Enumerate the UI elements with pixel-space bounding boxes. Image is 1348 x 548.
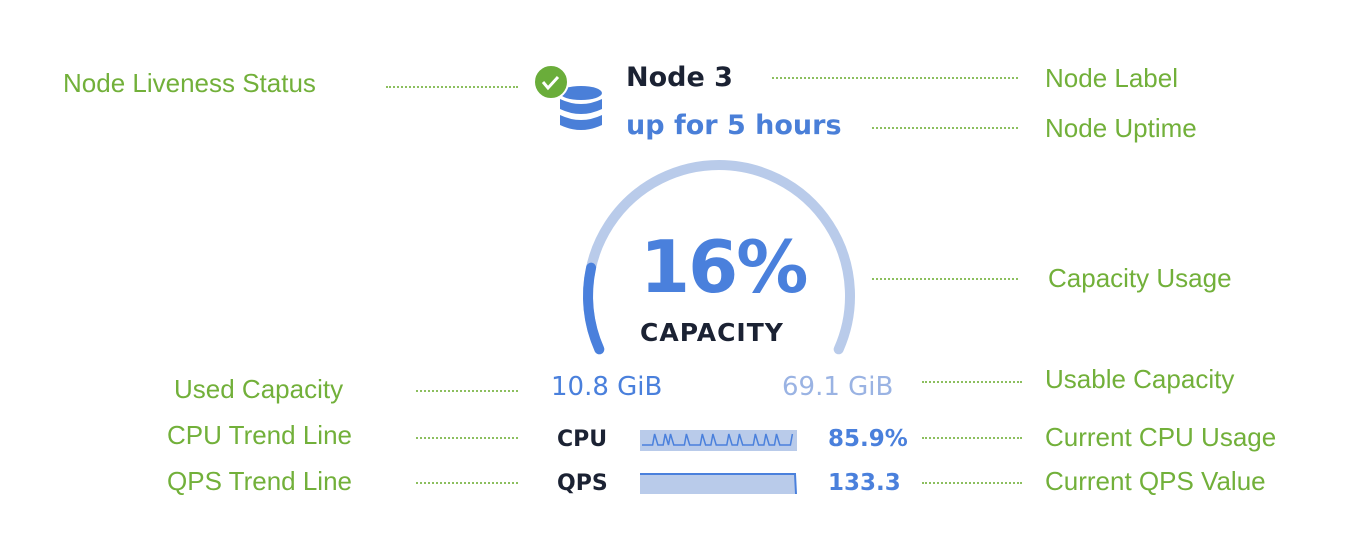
leader-line — [922, 482, 1022, 484]
cpu-label: CPU — [557, 427, 608, 452]
check-circle-icon — [533, 64, 569, 100]
qps-label: QPS — [557, 471, 608, 496]
annotation-node-label: Node Label — [1045, 63, 1178, 93]
annotation-usable-capacity: Usable Capacity — [1045, 364, 1235, 394]
annotation-qps-trend: QPS Trend Line — [167, 466, 352, 496]
leader-line — [416, 437, 518, 439]
annotation-current-cpu: Current CPU Usage — [1045, 422, 1277, 452]
annotation-capacity-usage: Capacity Usage — [1048, 263, 1232, 293]
capacity-caption: CAPACITY — [640, 318, 784, 347]
leader-line — [386, 86, 518, 88]
annotation-used-capacity: Used Capacity — [174, 374, 344, 404]
annotation-current-qps: Current QPS Value — [1045, 466, 1266, 496]
leader-line — [872, 127, 1018, 129]
database-icon — [560, 86, 602, 130]
cpu-sparkline — [640, 430, 797, 451]
leader-line — [772, 77, 1018, 79]
leader-line — [416, 390, 518, 392]
used-capacity: 10.8 GiB — [551, 372, 663, 402]
leader-line — [872, 278, 1018, 280]
leader-line — [922, 381, 1022, 383]
annotation-cpu-trend: CPU Trend Line — [167, 420, 352, 450]
node-uptime: up for 5 hours — [626, 110, 842, 141]
leader-line — [922, 437, 1022, 439]
annotation-uptime: Node Uptime — [1045, 113, 1197, 143]
cpu-value: 85.9% — [828, 426, 908, 452]
qps-sparkline — [640, 473, 797, 495]
node-label[interactable]: Node 3 — [626, 62, 733, 93]
gauge-fill — [583, 262, 605, 355]
usable-capacity: 69.1 GiB — [782, 372, 894, 402]
qps-value: 133.3 — [828, 470, 901, 496]
annotation-liveness: Node Liveness Status — [63, 68, 316, 98]
capacity-percent: 16% — [640, 225, 808, 309]
leader-line — [416, 482, 518, 484]
